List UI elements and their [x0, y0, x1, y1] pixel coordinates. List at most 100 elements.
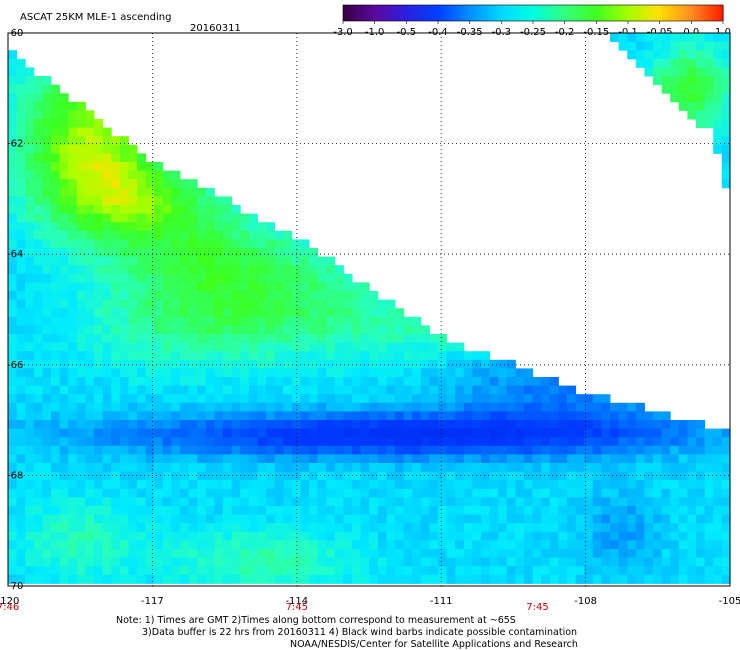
swath-cell: [111, 351, 121, 361]
swath-cell: [171, 402, 181, 412]
swath-cell: [291, 299, 301, 309]
swath-cell: [412, 411, 422, 421]
swath-cell: [369, 308, 379, 318]
swath-cell: [111, 196, 121, 206]
swath-cell: [94, 506, 104, 516]
swath-cell: [119, 239, 129, 249]
swath-cell: [541, 454, 551, 464]
swath-cell: [205, 273, 215, 283]
swath-cell: [334, 540, 344, 550]
swath-cell: [455, 437, 465, 447]
swath-cell: [42, 93, 52, 103]
swath-cell: [360, 411, 370, 421]
swath-cell: [721, 144, 730, 154]
swath-cell: [51, 299, 61, 309]
swath-cell: [8, 162, 18, 172]
swath-cell: [68, 377, 78, 387]
swath-cell: [257, 265, 267, 275]
swath-cell: [128, 265, 138, 275]
swath-cell: [317, 334, 327, 344]
swath-cell: [352, 471, 362, 481]
swath-cell: [223, 368, 233, 378]
swath-cell: [223, 437, 233, 447]
swath-cell: [33, 394, 43, 404]
swath-cell: [25, 101, 35, 111]
swath-cell: [42, 377, 52, 387]
swath-cell: [42, 205, 52, 215]
swath-cell: [137, 514, 147, 524]
swath-cell: [188, 437, 198, 447]
swath-cell: [713, 445, 723, 455]
swath-cell: [352, 316, 362, 326]
swath-cell: [713, 549, 723, 559]
swath-cell: [326, 256, 336, 266]
swath-cell: [412, 428, 422, 438]
swath-cell: [300, 308, 310, 318]
swath-cell: [644, 454, 654, 464]
swath-cell: [274, 265, 284, 275]
swath-cell: [300, 385, 310, 395]
colorbar-swatch: [510, 5, 515, 21]
swath-cell: [102, 144, 112, 154]
swath-cell: [420, 497, 430, 507]
swath-cell: [463, 402, 473, 412]
swath-cell: [197, 230, 207, 240]
swath-cell: [231, 351, 241, 361]
swath-cell: [395, 531, 405, 541]
swath-cell: [51, 334, 61, 344]
swath-cell: [721, 471, 730, 481]
swath-cell: [360, 334, 370, 344]
swath-cell: [575, 531, 585, 541]
swath-cell: [403, 514, 413, 524]
swath-cell: [506, 359, 516, 369]
swath-cell: [644, 557, 654, 567]
swath-cell: [145, 566, 155, 576]
swath-cell: [145, 187, 155, 197]
swath-cell: [661, 574, 671, 584]
swath-cell: [42, 506, 52, 516]
swath-cell: [119, 394, 129, 404]
swath-cell: [154, 351, 164, 361]
swath-cell: [360, 377, 370, 387]
swath-cell: [446, 566, 456, 576]
swath-cell: [33, 506, 43, 516]
swath-cell: [343, 488, 353, 498]
swath-cell: [395, 497, 405, 507]
swath-cell: [59, 187, 69, 197]
swath-cell: [42, 110, 52, 120]
swath-cell: [154, 506, 164, 516]
swath-cell: [300, 488, 310, 498]
swath-cell: [33, 428, 43, 438]
swath-cell: [635, 41, 645, 51]
swath-cell: [558, 540, 568, 550]
swath-cell: [51, 540, 61, 550]
swath-cell: [240, 411, 250, 421]
swath-cell: [575, 514, 585, 524]
swath-cell: [188, 368, 198, 378]
swath-cell: [360, 420, 370, 430]
swath-cell: [386, 437, 396, 447]
swath-cell: [283, 265, 293, 275]
swath-cell: [704, 76, 714, 86]
swath-cell: [446, 411, 456, 421]
swath-cell: [223, 574, 233, 584]
swath-cell: [291, 480, 301, 490]
swath-cell: [137, 342, 147, 352]
swath-cell: [326, 566, 336, 576]
swath-cell: [154, 437, 164, 447]
swath-cell: [68, 110, 78, 120]
swath-cell: [171, 411, 181, 421]
swath-cell: [154, 566, 164, 576]
swath-cell: [94, 222, 104, 232]
swath-cell: [575, 488, 585, 498]
swath-cell: [76, 394, 86, 404]
swath-cell: [128, 566, 138, 576]
swath-cell: [214, 437, 224, 447]
swath-cell: [291, 497, 301, 507]
swath-cell: [231, 471, 241, 481]
swath-cell: [85, 402, 95, 412]
swath-cell: [369, 420, 379, 430]
swath-cell: [343, 368, 353, 378]
swath-cell: [33, 334, 43, 344]
swath-cell: [94, 265, 104, 275]
